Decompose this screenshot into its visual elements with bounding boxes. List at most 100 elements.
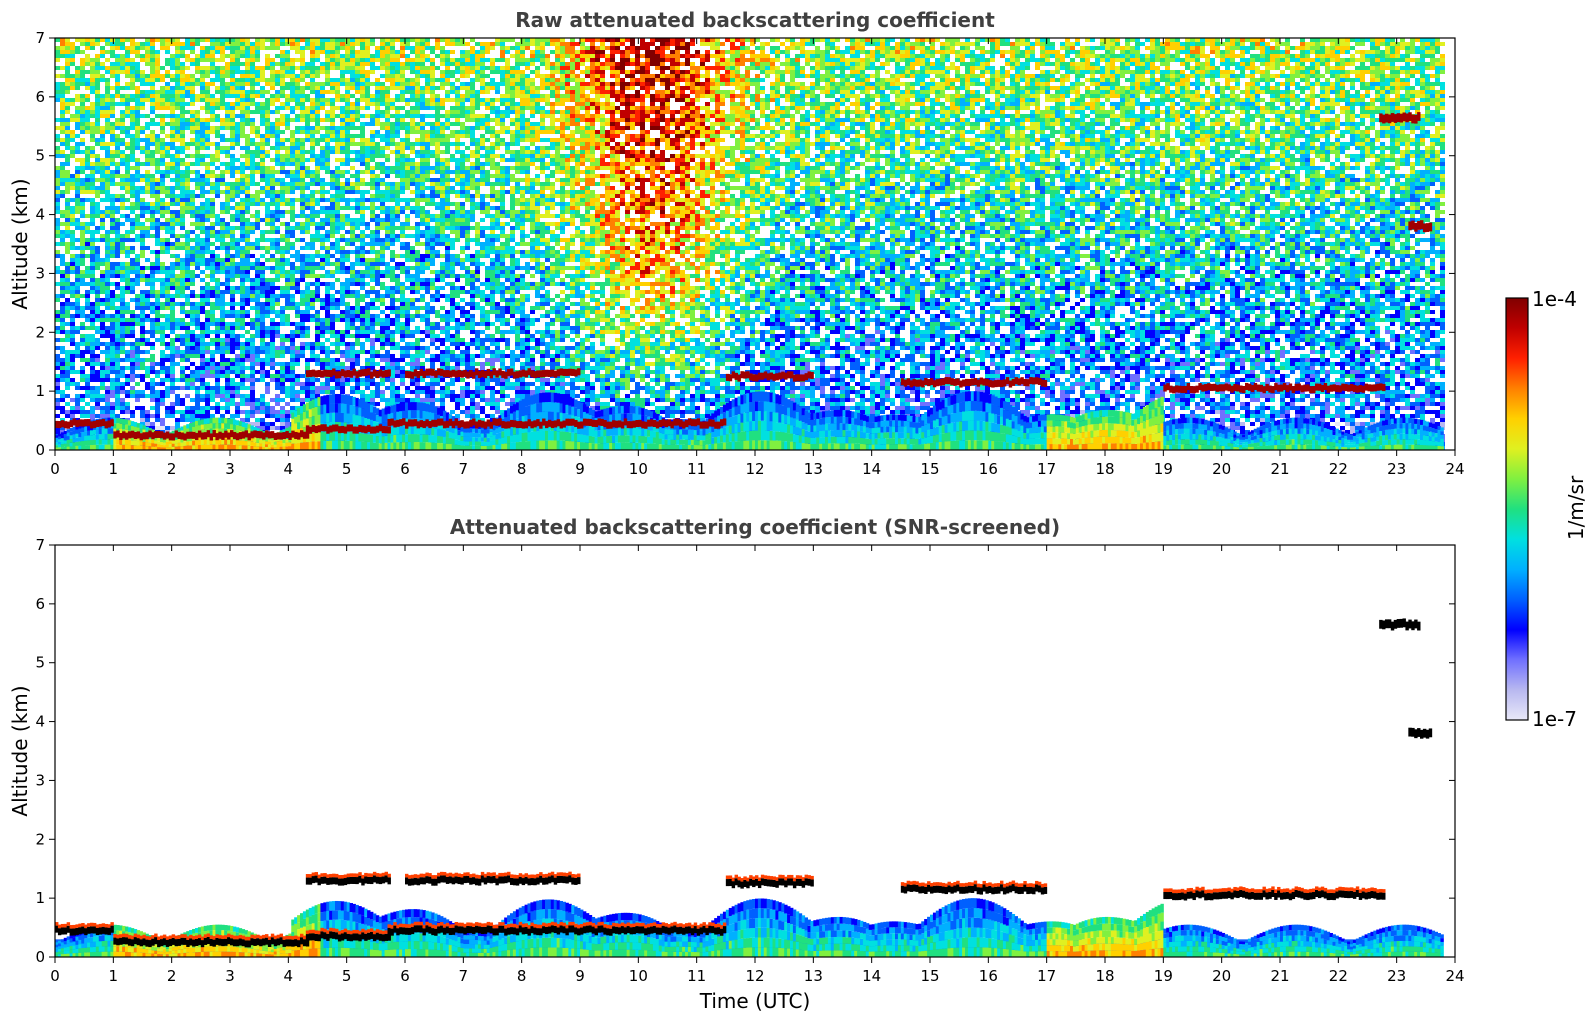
heatmap-cell — [60, 74, 65, 78]
heatmap-cell — [960, 102, 965, 106]
heatmap-cell — [820, 66, 825, 70]
heatmap-cell — [55, 126, 60, 130]
heatmap-cell — [780, 50, 785, 54]
heatmap-cell — [750, 102, 755, 106]
heatmap-cell — [950, 106, 955, 110]
heatmap-cell — [470, 62, 475, 66]
heatmap-cell — [320, 70, 325, 74]
heatmap-cell — [1145, 94, 1150, 98]
heatmap-cell — [1220, 58, 1225, 62]
heatmap-cell — [700, 94, 705, 98]
heatmap-cell — [670, 70, 675, 74]
heatmap-cell — [1085, 70, 1090, 74]
heatmap-cell — [625, 50, 630, 54]
heatmap-cell — [500, 74, 505, 78]
heatmap-cell — [1270, 62, 1275, 66]
heatmap-cell — [1240, 118, 1245, 122]
heatmap-cell — [370, 98, 375, 102]
heatmap-cell — [840, 62, 845, 66]
heatmap-cell — [880, 66, 885, 70]
heatmap-cell — [265, 118, 270, 122]
heatmap-cell — [1155, 122, 1160, 126]
heatmap-cell — [1360, 110, 1365, 114]
heatmap-cell — [200, 122, 205, 126]
heatmap-cell — [575, 62, 580, 66]
heatmap-cell — [810, 98, 815, 102]
heatmap-cell — [415, 102, 420, 106]
heatmap-cell — [580, 54, 585, 58]
heatmap-cell — [785, 106, 790, 110]
heatmap-cell — [625, 62, 630, 66]
heatmap-cell — [485, 118, 490, 122]
heatmap-cell — [365, 102, 370, 106]
heatmap-cell — [180, 106, 185, 110]
heatmap-cell — [960, 78, 965, 82]
heatmap-cell — [1215, 42, 1220, 46]
heatmap-cell — [975, 54, 980, 58]
heatmap-cell — [755, 66, 760, 70]
heatmap-cell — [680, 62, 685, 66]
heatmap-cell — [520, 62, 525, 66]
heatmap-cell — [140, 70, 145, 74]
heatmap-cell — [570, 98, 575, 102]
heatmap-cell — [620, 102, 625, 106]
heatmap-cell — [540, 118, 545, 122]
heatmap-cell — [385, 62, 390, 66]
heatmap-cell — [1360, 98, 1365, 102]
heatmap-cell — [1075, 86, 1080, 90]
heatmap-cell — [835, 110, 840, 114]
heatmap-cell — [355, 98, 360, 102]
heatmap-cell — [100, 102, 105, 106]
heatmap-cell — [770, 62, 775, 66]
heatmap-cell — [1070, 70, 1075, 74]
heatmap-cell — [885, 106, 890, 110]
heatmap-cell — [1065, 66, 1070, 70]
heatmap-cell — [820, 110, 825, 114]
heatmap-cell — [715, 78, 720, 82]
heatmap-cell — [505, 94, 510, 98]
heatmap-cell — [1300, 54, 1305, 58]
heatmap-cell — [855, 110, 860, 114]
heatmap-cell — [785, 82, 790, 86]
heatmap-cell — [610, 66, 615, 70]
heatmap-cell — [815, 102, 820, 106]
heatmap-cell — [410, 90, 415, 94]
heatmap-cell — [1300, 66, 1305, 70]
heatmap-cell — [660, 78, 665, 82]
heatmap-cell — [315, 46, 320, 50]
heatmap-cell — [60, 98, 65, 102]
heatmap-cell — [550, 122, 555, 126]
heatmap-cell — [1230, 62, 1235, 66]
heatmap-cell — [1190, 102, 1195, 106]
heatmap-cell — [375, 122, 380, 126]
heatmap-cell — [305, 82, 310, 86]
heatmap-cell — [975, 42, 980, 46]
heatmap-cell — [1095, 102, 1100, 106]
heatmap-cell — [395, 118, 400, 122]
heatmap-cell — [765, 94, 770, 98]
heatmap-cell — [470, 114, 475, 118]
heatmap-cell — [875, 42, 880, 46]
heatmap-cell — [1035, 62, 1040, 66]
heatmap-cell — [1435, 58, 1440, 62]
heatmap-cell — [965, 66, 970, 70]
heatmap-cell — [810, 102, 815, 106]
heatmap-cell — [1380, 66, 1385, 70]
heatmap-cell — [320, 98, 325, 102]
heatmap-cell — [1090, 66, 1095, 70]
heatmap-cell — [255, 70, 260, 74]
heatmap-cell — [1155, 66, 1160, 70]
heatmap-cell — [1325, 70, 1330, 74]
heatmap-cell — [205, 46, 210, 50]
heatmap-cell — [1275, 114, 1280, 118]
heatmap-cell — [1060, 98, 1065, 102]
heatmap-cell — [700, 82, 705, 86]
heatmap-cell — [875, 118, 880, 122]
heatmap-cell — [910, 94, 915, 98]
heatmap-cell — [300, 62, 305, 66]
heatmap-cell — [1370, 122, 1375, 126]
heatmap-cell — [95, 118, 100, 122]
heatmap-cell — [1165, 90, 1170, 94]
heatmap-cell — [1160, 42, 1165, 46]
heatmap-cell — [985, 98, 990, 102]
